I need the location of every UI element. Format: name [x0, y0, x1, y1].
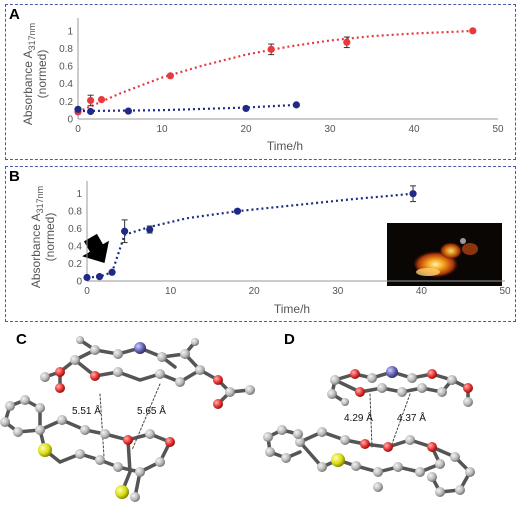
- x-tick-label: 20: [249, 286, 261, 297]
- data-point-0: [95, 273, 104, 281]
- y-axis-label-a: Absorbance A317nm: [21, 23, 37, 125]
- x-tick-label: 30: [332, 286, 344, 297]
- y-tick-label: 0.6: [59, 62, 73, 73]
- panel-b-frame: [5, 166, 516, 322]
- y-tick-label: 0.2: [68, 259, 82, 270]
- data-point-1: [124, 107, 132, 115]
- panel-a-frame: [5, 4, 516, 160]
- y-tick-label: 0: [67, 115, 73, 126]
- arrow-icon: [82, 233, 109, 263]
- y-tick-label: 0.6: [68, 224, 82, 235]
- x-tick-label: 10: [165, 286, 177, 297]
- data-point-0: [343, 38, 351, 46]
- data-point-0: [97, 96, 106, 104]
- y-tick-label: 1: [67, 26, 73, 37]
- y-tick-label: 0.4: [59, 79, 73, 90]
- data-point-0: [146, 225, 154, 234]
- fit-curve-0: [77, 29, 473, 113]
- distance-label-c2: 5.65 Å: [137, 404, 166, 417]
- x-tick-label: 50: [492, 124, 504, 135]
- x-axis-label-a: Time/h: [267, 139, 303, 153]
- x-axis-label-b: Time/h: [274, 302, 310, 316]
- molecular-structures: 5.51 Å 5.65 Å: [0, 336, 475, 502]
- data-point-0: [409, 190, 417, 198]
- y-tick-label: 0.8: [59, 44, 73, 55]
- x-tick-label: 30: [324, 124, 336, 135]
- distance-label-d2: 4.37 Å: [397, 411, 426, 424]
- data-point-0: [108, 268, 116, 276]
- molecule-c-atoms: [0, 336, 255, 502]
- x-tick-label: 10: [156, 124, 168, 135]
- x-tick-label: 40: [408, 124, 420, 135]
- x-tick-label: 40: [416, 286, 428, 297]
- y-axis-label-b-line2: (normed): [43, 213, 57, 262]
- y-axis-label-b: Absorbance A317nm: [29, 186, 45, 288]
- y-axis-label-a-line2: (normed): [35, 50, 49, 99]
- data-point-0: [166, 72, 174, 80]
- data-point-1: [242, 104, 250, 113]
- molecule-d-atoms: [263, 366, 475, 497]
- x-tick-label: 50: [499, 286, 511, 297]
- data-point-0: [469, 27, 477, 35]
- data-point-0: [267, 45, 275, 53]
- distance-label-c1: 5.51 Å: [72, 404, 101, 417]
- panel-a-label: A: [9, 6, 20, 23]
- panel-b-label: B: [9, 168, 20, 185]
- data-point-0: [83, 273, 91, 282]
- chart-b: Absorbance A317nm (normed) Time/h 0 10 20 3…: [29, 181, 511, 316]
- y-tick-label: 0.8: [68, 207, 82, 218]
- distance-label-d1: 4.29 Å: [344, 411, 373, 424]
- x-tick-label: 20: [240, 124, 252, 135]
- chart-a: Absorbance A317nm (normed) Time/h 0 10 20 3…: [21, 18, 504, 153]
- data-point-1: [74, 105, 82, 113]
- data-point-0: [87, 96, 95, 105]
- data-point-0: [121, 227, 129, 235]
- data-point-0: [233, 207, 242, 215]
- x-tick-label: 0: [84, 286, 90, 297]
- molecule-c: [2, 338, 252, 499]
- y-tick-label: 0: [76, 277, 82, 288]
- panel-d-label: D: [284, 331, 295, 348]
- y-tick-label: 0.4: [68, 242, 82, 253]
- fit-curve-1: [77, 103, 297, 113]
- panel-c-label: C: [16, 331, 27, 348]
- data-point-1: [292, 101, 300, 109]
- data-point-1: [87, 107, 95, 116]
- fit-curve-0: [86, 192, 414, 279]
- y-tick-label: 0.2: [59, 97, 73, 108]
- y-tick-label: 1: [76, 189, 82, 200]
- inset-photo: [387, 223, 502, 286]
- x-tick-label: 0: [75, 124, 81, 135]
